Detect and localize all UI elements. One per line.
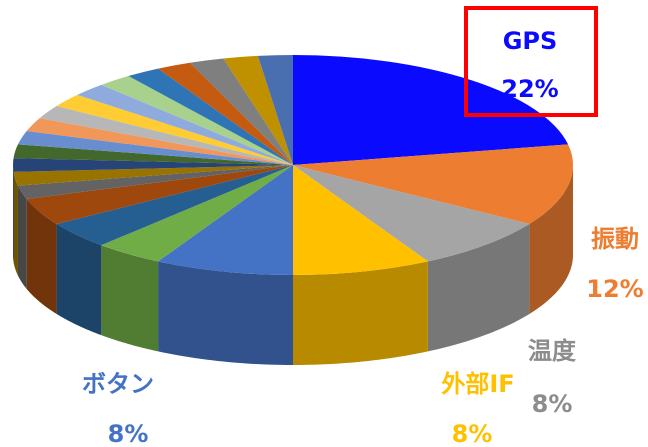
pie-slice xyxy=(223,55,293,165)
slice-label: GPS xyxy=(503,27,558,55)
pie-side xyxy=(101,245,159,352)
pie-slice xyxy=(101,76,293,165)
slice-value-label: 8% xyxy=(532,390,573,418)
pie-slice xyxy=(17,165,294,199)
pie-slice xyxy=(26,118,294,165)
pie-slice xyxy=(293,55,569,165)
pie-side xyxy=(529,165,573,314)
pie-side xyxy=(158,261,293,365)
pie-side xyxy=(293,261,428,365)
slice-label: ボタン xyxy=(82,370,154,398)
pie-slice xyxy=(257,55,293,165)
pie-slice xyxy=(26,165,294,224)
pie-slice xyxy=(13,144,293,165)
slice-value-label: 12% xyxy=(586,275,643,303)
pie-side xyxy=(17,185,27,289)
pie-slice xyxy=(12,158,293,172)
pie-slice xyxy=(39,106,294,165)
pie-slice xyxy=(189,58,293,165)
pie-slice xyxy=(77,84,294,165)
slice-label: 振動 xyxy=(591,225,639,253)
slice-value-label: 8% xyxy=(108,420,149,447)
pie-side xyxy=(427,223,530,352)
pie-slice xyxy=(158,62,293,165)
pie-slice xyxy=(101,165,293,262)
pie-slice xyxy=(158,165,293,275)
slice-value-label: 22% xyxy=(501,75,558,103)
pie-side xyxy=(13,171,18,276)
pie-side xyxy=(13,165,14,262)
pie-slice xyxy=(13,165,293,186)
pie-slice xyxy=(56,165,293,246)
pie-slice xyxy=(293,165,530,262)
pie-side xyxy=(56,223,102,336)
pie-slice xyxy=(17,131,294,165)
slice-label: 温度 xyxy=(528,337,577,365)
slice-value-label: 8% xyxy=(452,420,493,447)
pie-slice xyxy=(293,144,573,224)
slice-label: 外部IF xyxy=(441,370,514,398)
pie-slice xyxy=(293,165,428,275)
pie-slice xyxy=(56,94,293,165)
highlight-box xyxy=(464,6,598,117)
pie-slice xyxy=(128,68,293,165)
pie-side xyxy=(26,198,57,314)
